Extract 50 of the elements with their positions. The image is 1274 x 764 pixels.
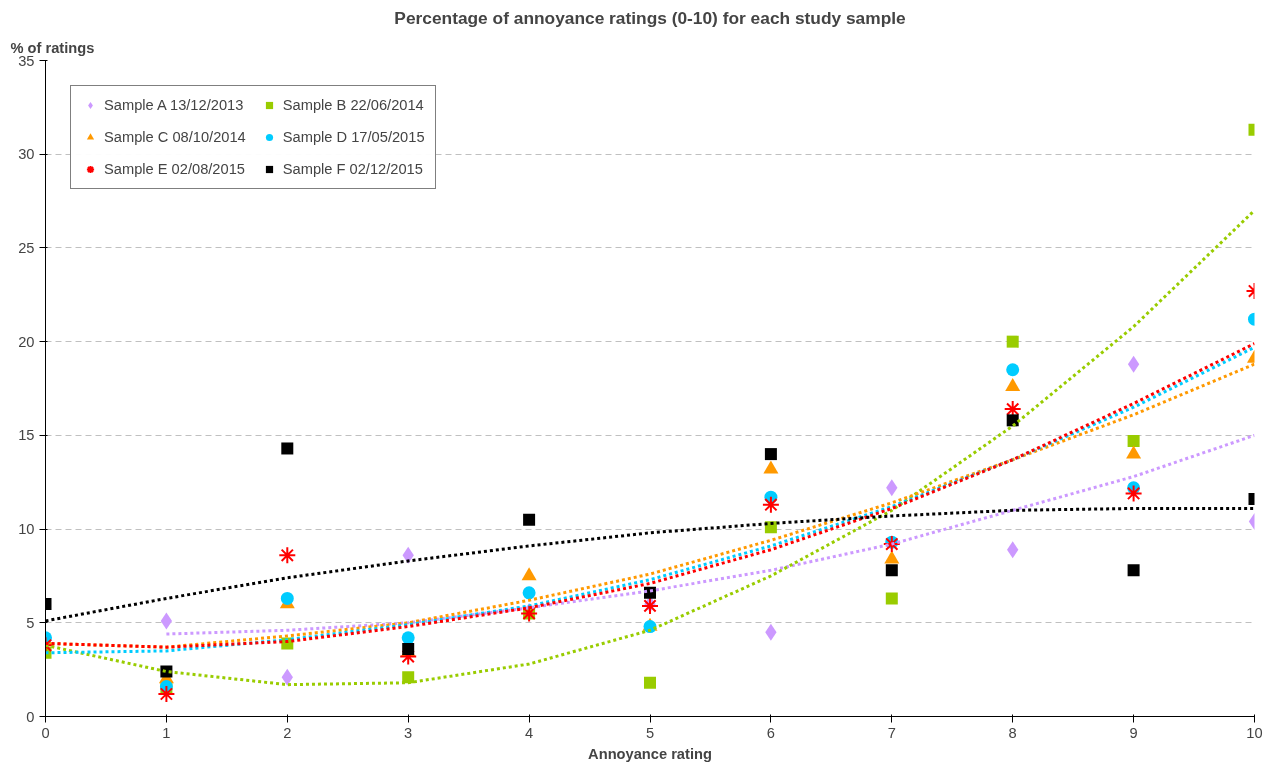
x-tick-label: 4 — [525, 724, 534, 741]
x-axis-title: Annoyance rating — [588, 745, 712, 762]
point — [1127, 564, 1140, 577]
point — [157, 685, 176, 704]
point — [644, 676, 656, 689]
x-tick-label: 9 — [1129, 724, 1138, 741]
point — [885, 592, 898, 605]
y-tick-label: 30 — [18, 146, 35, 163]
line-series — [45, 208, 1255, 687]
point — [401, 631, 415, 645]
x-tick-label: 3 — [404, 724, 413, 741]
point — [160, 612, 173, 630]
legend-label: Sample E 02/08/2015 — [104, 161, 245, 177]
point — [1127, 355, 1140, 373]
point — [885, 564, 898, 577]
point — [278, 546, 297, 565]
point — [280, 591, 294, 605]
legend-label: Sample C 08/10/2014 — [104, 129, 246, 145]
x-tick-label: 5 — [645, 724, 655, 741]
point — [521, 567, 537, 581]
legend-label: Sample A 13/12/2013 — [104, 97, 244, 113]
y-tick-label: 5 — [26, 614, 35, 631]
x-tick-label: 10 — [1246, 724, 1263, 741]
point — [1124, 484, 1143, 503]
x-tick-label: 1 — [162, 724, 171, 741]
point — [522, 586, 536, 600]
y-tick-label: 10 — [18, 521, 35, 538]
point — [281, 442, 294, 455]
x-tick-label: 7 — [887, 724, 896, 741]
y-tick-label: 0 — [26, 708, 35, 725]
point — [761, 495, 780, 514]
x-tick-label: 8 — [1008, 724, 1017, 741]
x-tick-label: 2 — [283, 724, 292, 741]
legend-label: Sample D 17/05/2015 — [282, 129, 425, 145]
y-tick-label: 25 — [18, 239, 35, 256]
x-tick-label: 6 — [766, 724, 775, 741]
point — [523, 513, 536, 526]
point — [1127, 434, 1140, 447]
y-tick-label: 15 — [18, 427, 35, 444]
point — [882, 535, 901, 554]
chart-title: Percentage of annoyance ratings (0-10) for each study sample — [394, 7, 907, 28]
line-series — [164, 433, 1255, 636]
point — [402, 671, 415, 684]
legend-label: Sample F 02/12/2015 — [282, 161, 423, 177]
point — [1006, 335, 1019, 348]
legend-label: Sample B 22/06/2014 — [282, 97, 424, 113]
point — [1006, 363, 1020, 377]
point — [764, 448, 777, 461]
x-tick-label: 0 — [41, 724, 50, 741]
y-tick-label: 20 — [18, 333, 35, 350]
